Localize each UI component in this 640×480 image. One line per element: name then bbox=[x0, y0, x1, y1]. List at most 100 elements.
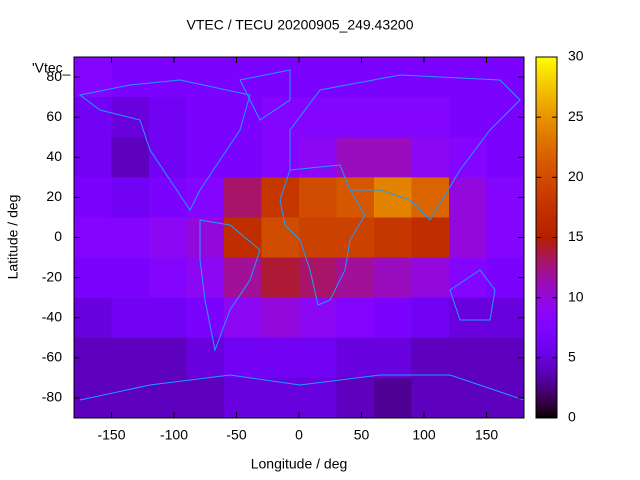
heatmap-cell bbox=[374, 137, 412, 178]
coastline bbox=[239, 69, 291, 121]
key-label: 'Vtec_ bbox=[32, 60, 71, 76]
heatmap-cell bbox=[449, 337, 487, 379]
heatmap-cell bbox=[149, 217, 187, 259]
heatmap-cell bbox=[149, 257, 187, 299]
y-tick-label: -40 bbox=[42, 308, 62, 324]
coastlines bbox=[78, 69, 525, 401]
colorbar-tick-label: 20 bbox=[568, 168, 584, 184]
heatmap-cell bbox=[411, 137, 450, 178]
colorbar-tick-label: 5 bbox=[568, 349, 576, 365]
heatmap-cell bbox=[186, 217, 225, 259]
heatmap-cell bbox=[374, 257, 412, 299]
y-tick-label: 80 bbox=[46, 68, 62, 84]
heatmap-cell bbox=[186, 97, 225, 138]
heatmap-cell bbox=[336, 257, 375, 299]
heatmap-cell bbox=[111, 57, 150, 98]
x-tick-label: 0 bbox=[295, 427, 303, 443]
heatmap-cell bbox=[111, 257, 150, 299]
heatmap-cell bbox=[374, 337, 412, 379]
heatmap-cell bbox=[224, 377, 262, 419]
heatmap-cell bbox=[336, 97, 375, 138]
heatmap-cell bbox=[299, 97, 337, 138]
heatmap-cell bbox=[299, 137, 337, 178]
x-tick-label: 50 bbox=[354, 427, 370, 443]
chart-title: VTEC / TECU 20200905_249.43200 bbox=[186, 17, 413, 33]
heatmap-cell bbox=[224, 137, 262, 178]
colorbar-tick-label: 25 bbox=[568, 108, 584, 124]
y-tick-label: 20 bbox=[46, 188, 62, 204]
y-axis-label: Latitude / deg bbox=[5, 195, 21, 280]
heatmap-cell bbox=[74, 297, 112, 339]
heatmap-cell bbox=[224, 297, 262, 339]
heatmap-cell bbox=[299, 257, 337, 299]
heatmap-cell bbox=[374, 377, 412, 419]
heatmap-cell bbox=[299, 217, 337, 259]
heatmap-cell bbox=[336, 177, 375, 218]
heatmap-cell bbox=[186, 337, 225, 379]
x-tick-label: -50 bbox=[226, 427, 246, 443]
heatmap-cell bbox=[224, 217, 262, 259]
heatmap-cell bbox=[111, 297, 150, 339]
heatmap-cell bbox=[224, 337, 262, 379]
colorbar-tick-label: 0 bbox=[568, 409, 576, 425]
x-tick-label: -100 bbox=[160, 427, 188, 443]
coastline bbox=[449, 269, 496, 321]
heatmap-cell bbox=[374, 97, 412, 138]
heatmap-cell bbox=[411, 377, 450, 419]
heatmap-cell bbox=[261, 137, 300, 178]
heatmap-cell bbox=[374, 177, 412, 218]
heatmap-cell bbox=[411, 97, 450, 138]
heatmap-cell bbox=[261, 217, 300, 259]
x-tick-label: 150 bbox=[475, 427, 499, 443]
heatmap-cell bbox=[411, 217, 450, 259]
heatmap-cell bbox=[74, 377, 112, 419]
heatmap-cell bbox=[186, 137, 225, 178]
heatmap-cell bbox=[74, 97, 112, 138]
heatmap-cell bbox=[336, 337, 375, 379]
heatmap-cell bbox=[111, 217, 150, 259]
heatmap-cell bbox=[224, 177, 262, 218]
heatmap-cell bbox=[186, 377, 225, 419]
heatmap-cell bbox=[411, 337, 450, 379]
coastline bbox=[78, 79, 251, 211]
coastline bbox=[289, 74, 521, 221]
y-tick-label: 40 bbox=[46, 148, 62, 164]
heatmap-cell bbox=[149, 337, 187, 379]
heatmap-cell bbox=[299, 57, 337, 98]
heatmap-cell bbox=[449, 137, 487, 178]
heatmap-cell bbox=[336, 217, 375, 259]
heatmap-cell bbox=[336, 377, 375, 419]
x-tick-label: 100 bbox=[412, 427, 436, 443]
x-tick-label: -150 bbox=[97, 427, 125, 443]
heatmap-cell bbox=[374, 297, 412, 339]
heatmap-cell bbox=[149, 97, 187, 138]
heatmap-cell bbox=[74, 177, 112, 218]
heatmap-cell bbox=[449, 217, 487, 259]
heatmap-cell bbox=[74, 337, 112, 379]
coastline bbox=[199, 219, 261, 352]
colorbar-tick-label: 10 bbox=[568, 288, 584, 304]
heatmap-cell bbox=[261, 337, 300, 379]
y-tick-label: -20 bbox=[42, 268, 62, 284]
y-tick-label: -80 bbox=[42, 389, 62, 405]
heatmap-cell bbox=[411, 297, 450, 339]
heatmap-cell bbox=[299, 177, 337, 218]
heatmap-cell bbox=[261, 377, 300, 419]
y-tick-label: -60 bbox=[42, 349, 62, 365]
colorbar-tick-label: 15 bbox=[568, 228, 584, 244]
heatmap-cell bbox=[261, 297, 300, 339]
heatmap-cell bbox=[374, 217, 412, 259]
heatmap-cell bbox=[186, 257, 225, 299]
heatmap-cell bbox=[449, 177, 487, 218]
heatmap-cell bbox=[411, 257, 450, 299]
heatmap-cell bbox=[374, 57, 412, 98]
heatmap-cell bbox=[149, 177, 187, 218]
heatmap-cell bbox=[261, 57, 300, 98]
heatmap-cell bbox=[224, 257, 262, 299]
heatmap-cell bbox=[336, 57, 375, 98]
heatmap-cell bbox=[186, 177, 225, 218]
coastline bbox=[79, 374, 525, 401]
heatmap-cell bbox=[111, 177, 150, 218]
heatmap-cell bbox=[449, 97, 487, 138]
